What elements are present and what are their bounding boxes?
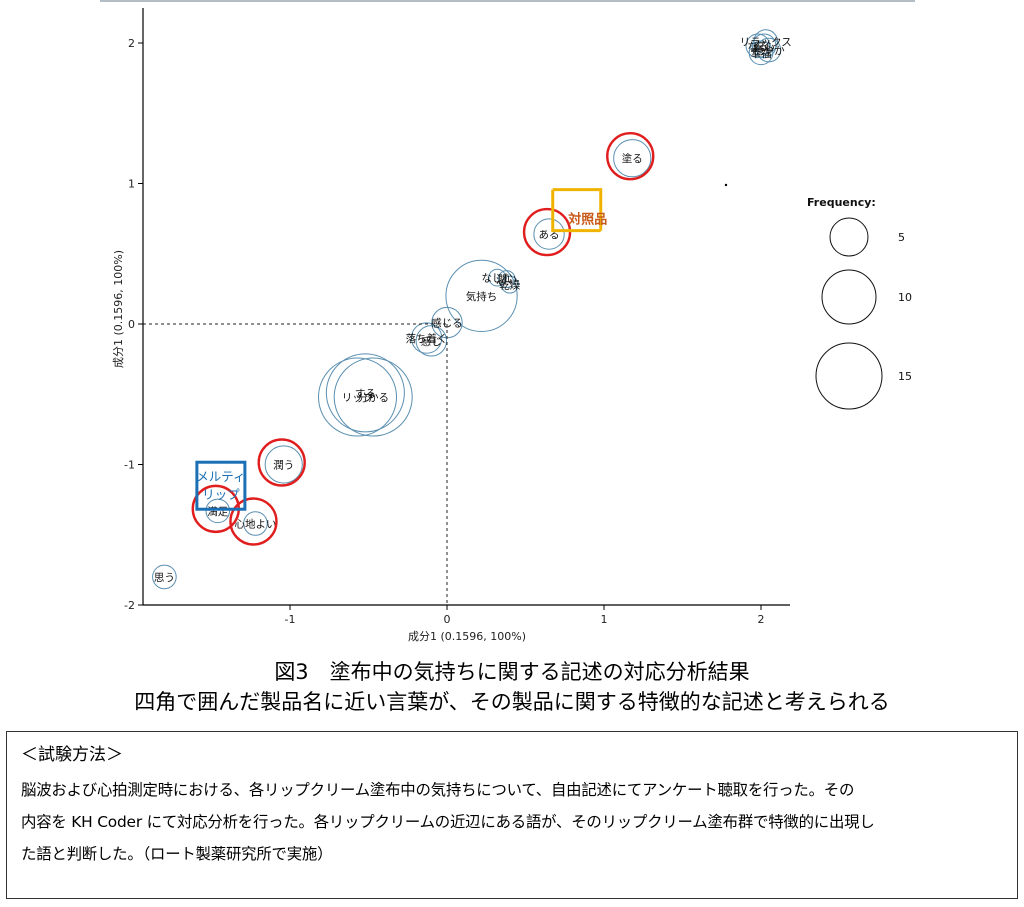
word-label: リップ xyxy=(342,392,374,404)
x-axis-label: 成分1 (0.1596, 100%) xyxy=(408,630,526,643)
reference-lines xyxy=(143,323,448,605)
test-method-line: 脳波および心拍測定時における、各リップクリーム塗布中の気持ちについて、自由記述に… xyxy=(21,781,855,799)
word-label: 感じ xyxy=(421,335,442,348)
legend-circle xyxy=(821,269,877,325)
word-label: 潤い xyxy=(496,274,517,286)
x-tick-label: 0 xyxy=(444,613,451,626)
bubble-point xyxy=(533,218,565,250)
highlight-circle xyxy=(229,497,278,546)
word-label: なる xyxy=(747,41,768,53)
stray-point xyxy=(724,183,728,187)
frequency-legend: Frequency: 5 10 15 xyxy=(807,196,912,410)
word-label: 安心 xyxy=(754,40,775,53)
test-method-line: 内容を KH Coder にて対応分析を行った。各リップクリームの近辺にある語が… xyxy=(21,813,875,831)
legend-size-label: 10 xyxy=(898,291,912,304)
figure-caption-title: 図3 塗布中の気持ちに関する記述の対応分析結果 xyxy=(274,660,750,684)
highlight-circle xyxy=(257,438,306,487)
word-label: なじむ xyxy=(481,273,513,285)
test-method-line: た語と判断した。（ロート製薬研究所で実施） xyxy=(21,845,333,863)
x-tick-label: 2 xyxy=(758,613,765,626)
product-box xyxy=(551,188,603,233)
bubble-point xyxy=(205,498,231,524)
bubbles-layer xyxy=(152,29,782,590)
legend-title: Frequency: xyxy=(807,196,876,209)
bubble-point xyxy=(415,325,447,357)
word-label: 塗る xyxy=(622,152,643,165)
bubble-point xyxy=(748,40,774,66)
correspondence-analysis-chart: -1 0 1 2 -2 -1 0 1 2 成分1 (0.1596, 100%) 成分1 (0.159… xyxy=(100,0,915,643)
highlight-circle xyxy=(606,132,655,181)
test-method-body: 脳波および心拍測定時における、各リップクリーム塗布中の気持ちについて、自由記述に… xyxy=(21,774,1003,870)
legend-circle xyxy=(829,217,869,257)
word-label: 心地よい xyxy=(234,518,276,531)
bubble-point xyxy=(613,139,652,178)
word-label: 穏やか xyxy=(753,45,785,57)
word-labels: リラックスなる安心穏やか幸福塗るあるなじむ潤い乾燥気持ち感じる落ち着く感じするリ… xyxy=(154,37,792,584)
bubble-point xyxy=(333,357,413,437)
word-label: リラックス xyxy=(740,37,792,49)
product-box xyxy=(195,460,247,511)
legend-size-label: 5 xyxy=(898,231,905,244)
axes: -1 0 1 2 -2 -1 0 1 2 成分1 (0.1596, 100%) 成分1 (0.159… xyxy=(100,0,915,643)
y-tick-label: 2 xyxy=(128,37,135,50)
bubble-point xyxy=(318,357,398,437)
bubble-point xyxy=(243,511,268,536)
word-label: 潤う xyxy=(273,460,294,472)
legend-circle xyxy=(815,342,883,410)
word-label: 落ち着く xyxy=(406,332,448,345)
word-label: 幸福 xyxy=(751,47,772,60)
bubble-point xyxy=(500,275,519,294)
word-label: 気持ち xyxy=(466,290,498,303)
product-label: 対照品 xyxy=(567,212,607,228)
y-tick-label: -1 xyxy=(124,459,135,472)
x-tick-label: 1 xyxy=(601,613,608,626)
bubble-point xyxy=(751,33,777,59)
word-label: 思う xyxy=(154,572,175,584)
legend-size-label: 15 xyxy=(898,370,912,383)
word-label: 感じる xyxy=(431,317,463,330)
y-axis-label: 成分1 (0.1596, 100%) xyxy=(112,250,125,368)
y-tick-label: 1 xyxy=(128,178,135,191)
y-tick-label: 0 xyxy=(128,318,135,331)
bubble-point xyxy=(410,322,443,354)
bubble-point xyxy=(264,445,303,484)
y-tick-label: -2 xyxy=(124,599,135,612)
bubble-point xyxy=(152,564,177,590)
x-tick-label: -1 xyxy=(285,613,296,626)
word-label: する xyxy=(355,388,376,400)
bubble-point xyxy=(745,33,771,59)
test-method-box: ＜試験方法＞ 脳波および心拍測定時における、各リップクリーム塗布中の気持ちについ… xyxy=(6,731,1018,899)
test-method-title: ＜試験方法＞ xyxy=(21,745,123,765)
bubble-point xyxy=(325,353,405,433)
product-label: リップ xyxy=(202,487,240,502)
figure-caption-subtitle: 四角で囲んだ製品名に近い言葉が、その製品に関する特徴的な記述と考えられる xyxy=(134,690,890,714)
bubble-point xyxy=(445,259,518,332)
word-label: 乾燥 xyxy=(499,279,520,292)
word-label: 分かる xyxy=(357,392,389,404)
product-label: メルティ xyxy=(196,469,245,484)
